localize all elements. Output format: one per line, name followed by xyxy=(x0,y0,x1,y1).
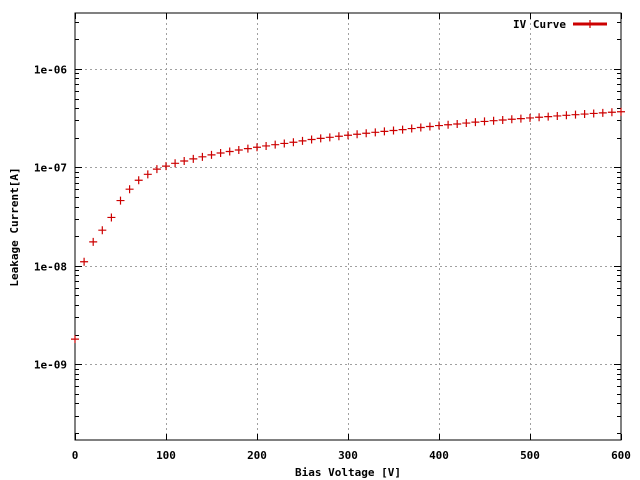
data-point xyxy=(89,237,98,246)
plot-frame xyxy=(74,12,622,441)
data-point xyxy=(116,196,125,205)
data-point xyxy=(125,185,134,194)
data-point xyxy=(344,131,352,140)
data-point xyxy=(216,148,225,157)
x-tick-label: 300 xyxy=(338,449,358,462)
data-point xyxy=(98,226,107,235)
data-point xyxy=(489,116,498,125)
data-point xyxy=(498,115,507,124)
data-point xyxy=(80,257,89,266)
data-point xyxy=(562,111,571,120)
data-point xyxy=(407,124,416,133)
data-point xyxy=(398,125,407,134)
data-point xyxy=(107,213,116,222)
data-point xyxy=(607,108,616,117)
data-point xyxy=(480,117,489,126)
data-point xyxy=(152,165,161,174)
data-point xyxy=(280,139,289,148)
y-axis-title: Leakage Current[A] xyxy=(8,167,21,286)
data-points xyxy=(71,107,625,344)
data-point xyxy=(253,143,261,152)
legend: IV Curve xyxy=(513,18,607,31)
data-point xyxy=(453,119,462,128)
data-point xyxy=(507,115,516,124)
x-tick-label: 500 xyxy=(520,449,540,462)
data-point xyxy=(471,118,480,127)
data-point xyxy=(598,108,607,117)
x-tick-label: 200 xyxy=(247,449,267,462)
data-point xyxy=(271,140,280,149)
data-point xyxy=(462,119,471,128)
data-point xyxy=(325,133,334,142)
data-point xyxy=(243,144,252,153)
data-point xyxy=(225,147,234,156)
data-point xyxy=(353,130,362,139)
data-point xyxy=(234,146,243,155)
data-point xyxy=(553,111,562,120)
x-tick-label: 100 xyxy=(156,449,176,462)
data-point xyxy=(171,159,180,168)
data-point xyxy=(580,110,589,119)
data-point xyxy=(362,129,371,138)
axis-ticks xyxy=(75,13,622,440)
data-point xyxy=(298,136,307,145)
data-point xyxy=(207,150,216,159)
data-point xyxy=(71,335,79,344)
legend-marker-swatch xyxy=(586,20,594,28)
y-tick-label: 1e-07 xyxy=(34,162,67,175)
y-tick-label: 1e-06 xyxy=(34,64,67,77)
y-tick-label: 1e-08 xyxy=(34,261,67,274)
x-tick-label: 0 xyxy=(72,449,79,462)
data-point xyxy=(371,128,380,137)
data-point xyxy=(589,109,598,118)
data-point xyxy=(262,141,271,150)
data-point xyxy=(189,154,198,163)
data-point xyxy=(134,176,143,185)
data-point xyxy=(535,113,544,122)
grid xyxy=(75,13,621,440)
data-point xyxy=(289,138,298,147)
data-point xyxy=(571,110,580,119)
data-point xyxy=(334,132,343,141)
data-point xyxy=(526,113,534,122)
data-point xyxy=(435,121,443,130)
y-tick-label: 1e-09 xyxy=(34,359,67,372)
x-axis-title: Bias Voltage [V] xyxy=(295,466,401,479)
data-point xyxy=(416,123,425,132)
data-point xyxy=(444,120,453,129)
y-tick-labels: 1e-09 1e-08 1e-07 1e-06 xyxy=(34,64,67,372)
data-point xyxy=(544,112,553,121)
data-point xyxy=(389,126,398,135)
data-point xyxy=(380,127,389,136)
data-point xyxy=(198,152,207,161)
x-tick-label: 400 xyxy=(429,449,449,462)
data-point xyxy=(162,162,170,171)
x-tick-labels: 0 100 200 300 400 500 600 xyxy=(72,449,631,462)
legend-label: IV Curve xyxy=(513,18,566,31)
data-point xyxy=(617,107,625,116)
data-point xyxy=(516,114,525,123)
x-tick-label: 600 xyxy=(611,449,631,462)
data-point xyxy=(143,170,152,179)
data-point xyxy=(425,122,434,131)
data-point xyxy=(180,157,189,166)
data-point xyxy=(316,134,325,143)
data-point xyxy=(307,135,316,144)
